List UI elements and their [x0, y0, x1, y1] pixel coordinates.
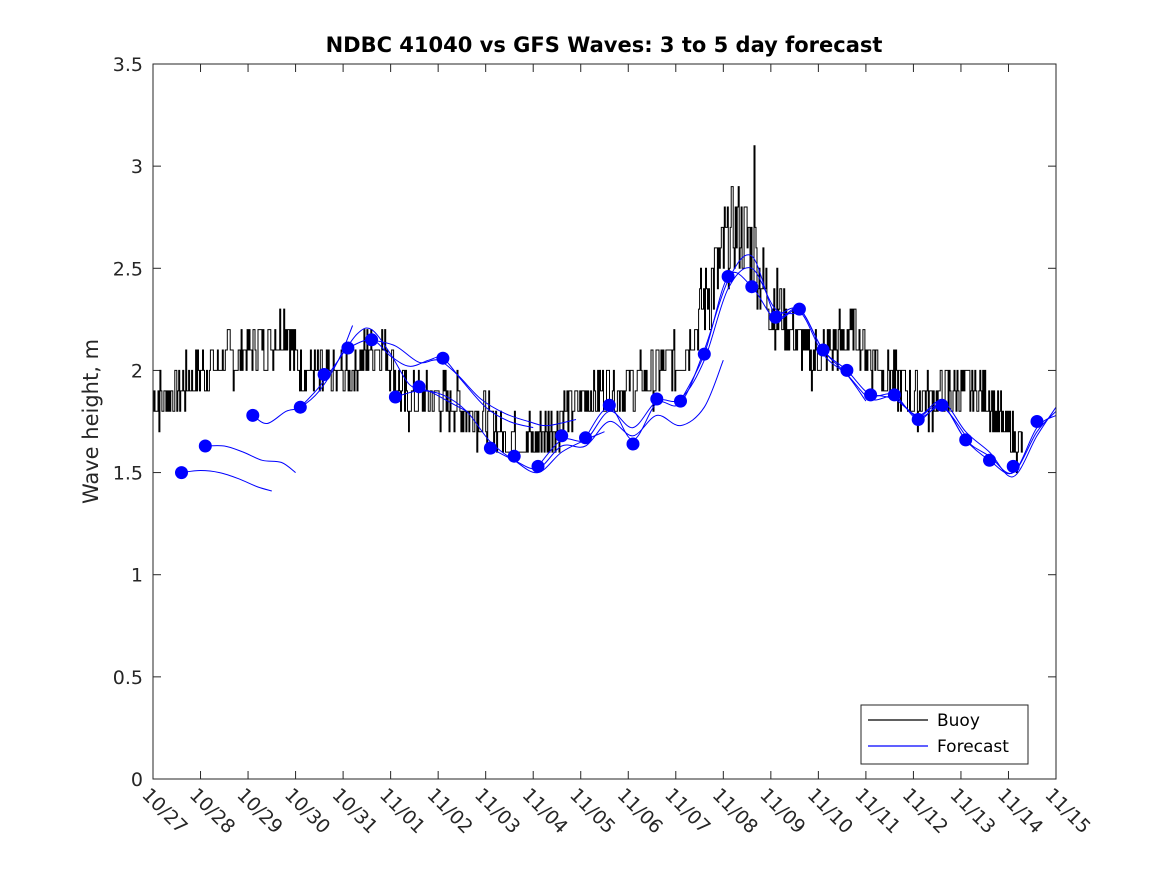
buoy-series-line	[153, 145, 1023, 474]
forecast-series-line	[870, 394, 1057, 478]
y-tick-label: 0.5	[113, 667, 143, 689]
forecast-point-marker	[317, 368, 331, 381]
forecast-point-marker	[1006, 459, 1020, 473]
forecast-point-marker	[650, 392, 664, 406]
forecast-series-line	[371, 339, 577, 427]
forecast-series-line	[490, 360, 724, 470]
legend-buoy-label: Buoy	[937, 711, 980, 731]
forecast-point-marker	[602, 398, 616, 412]
forecast-point-marker	[721, 270, 735, 283]
forecast-point-marker	[175, 466, 188, 480]
forecast-point-marker	[365, 333, 379, 347]
forecast-point-marker	[531, 459, 545, 473]
y-tick-label: 3	[131, 156, 143, 178]
forecast-point-marker	[816, 343, 830, 357]
forecast-point-marker	[198, 439, 212, 453]
forecast-point-marker	[959, 433, 973, 447]
forecast-point-marker	[626, 437, 640, 451]
y-tick-label: 2	[131, 360, 143, 382]
forecast-point-marker	[911, 413, 925, 426]
forecast-point-marker	[293, 400, 307, 414]
forecast-point-marker	[769, 310, 783, 324]
forecast-point-marker	[792, 302, 806, 316]
legend-forecast-label: Forecast	[937, 737, 1009, 757]
forecast-point-marker	[483, 441, 497, 455]
forecast-point-marker	[579, 431, 592, 445]
forecast-point-marker	[555, 429, 569, 443]
plot-frame	[152, 63, 1057, 780]
forecast-point-marker	[246, 408, 260, 422]
plot-background	[153, 64, 1056, 779]
forecast-point-marker	[983, 453, 996, 467]
chart-title: NDBC 41040 vs GFS Waves: 3 to 5 day fore…	[326, 33, 883, 57]
forecast-series-line	[181, 469, 272, 492]
forecast-point-marker	[388, 390, 402, 404]
forecast-point-marker	[935, 398, 949, 412]
y-axis: 0 0.5 1 1.5 2 2.5 3 3.5	[113, 54, 1056, 791]
y-tick-label: 0	[131, 769, 143, 791]
forecast-point-marker	[436, 351, 450, 365]
forecast-point-marker	[507, 449, 521, 463]
legend: Buoy Forecast	[860, 704, 1029, 765]
forecast-point-marker	[840, 363, 854, 377]
y-tick-label: 3.5	[113, 54, 143, 76]
forecast-point-marker	[697, 347, 711, 361]
forecast-point-marker	[864, 388, 878, 402]
legend-box	[860, 704, 1029, 765]
y-tick-label: 1	[131, 565, 143, 587]
forecast-point-marker	[745, 280, 759, 294]
forecast-point-marker	[674, 394, 687, 408]
forecast-point-marker	[341, 341, 355, 355]
forecast-series-line	[347, 339, 534, 429]
forecast-point-marker	[887, 388, 901, 402]
forecast-series-line	[395, 390, 605, 474]
forecast-point-marker	[1030, 415, 1044, 428]
y-axis-label: Wave height, m	[79, 339, 103, 504]
forecast-point-marker	[412, 380, 426, 394]
forecast-series-line	[205, 445, 296, 474]
y-tick-label: 2.5	[113, 258, 143, 280]
y-tick-label: 1.5	[113, 463, 143, 485]
plot-area	[153, 64, 1056, 779]
series-layer	[153, 145, 1057, 492]
